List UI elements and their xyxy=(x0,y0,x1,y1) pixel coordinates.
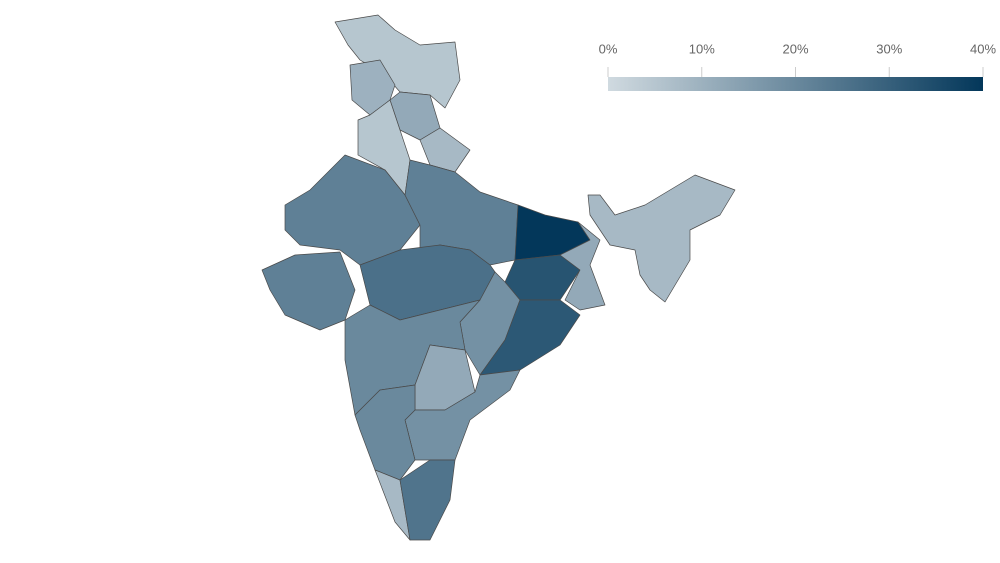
tick-label: 30% xyxy=(876,41,902,56)
tick-label: 0% xyxy=(599,41,618,56)
region xyxy=(261,251,356,331)
region xyxy=(559,221,606,311)
region xyxy=(419,127,471,173)
tick-label: 20% xyxy=(782,41,808,56)
tick-label: 10% xyxy=(689,41,715,56)
region xyxy=(284,154,421,266)
region xyxy=(399,459,456,541)
region xyxy=(354,384,416,481)
region xyxy=(334,14,461,109)
color-scale xyxy=(608,77,983,91)
tick-label: 40% xyxy=(970,41,996,56)
region xyxy=(587,174,736,303)
region xyxy=(479,299,581,376)
